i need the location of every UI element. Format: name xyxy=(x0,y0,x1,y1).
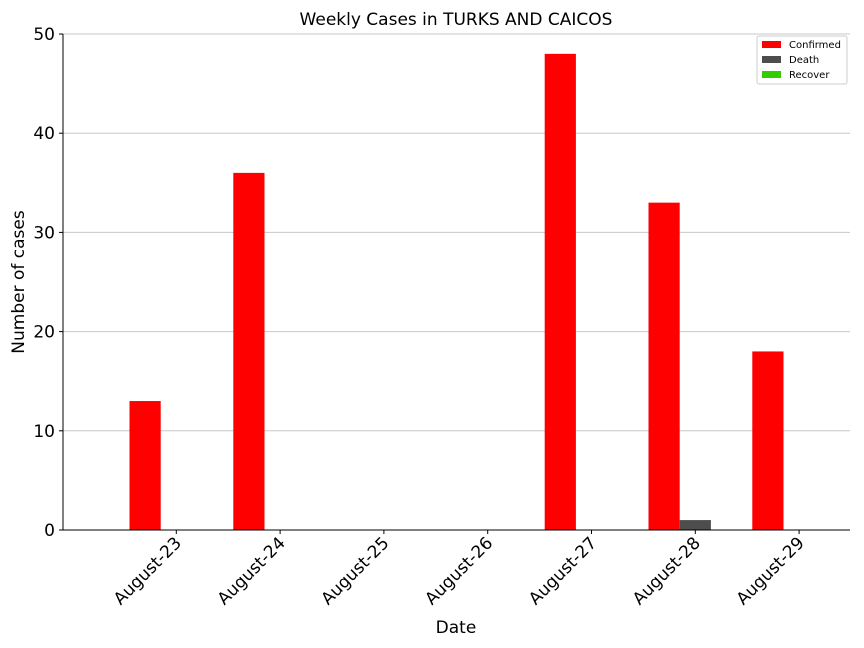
axes xyxy=(62,34,850,531)
y-tick-label: 10 xyxy=(33,422,55,442)
bar-confirmed-august-29 xyxy=(752,351,784,530)
bar-confirmed-august-27 xyxy=(544,53,576,531)
legend-label-death: Death xyxy=(789,55,819,66)
x-tick-label: August-26 xyxy=(421,533,497,609)
x-tick-label: August-25 xyxy=(318,533,394,609)
x-tick-label: August-27 xyxy=(525,533,601,609)
y-ticks: 0 10 20 30 40 50 xyxy=(33,25,63,541)
chart-title: Weekly Cases in TURKS AND CAICOS xyxy=(300,10,613,30)
y-tick-label: 50 xyxy=(33,25,55,45)
legend-swatch-confirmed xyxy=(762,41,781,48)
legend: Confirmed Death Recover xyxy=(756,35,848,85)
y-tick-label: 40 xyxy=(33,124,55,144)
x-axis-label: Date xyxy=(436,618,477,638)
y-tick-label: 30 xyxy=(33,223,55,243)
bar-confirmed-august-24 xyxy=(233,172,265,530)
legend-swatch-recover xyxy=(762,71,781,78)
x-ticks: August-23 August-24 August-25 August-26 Augu… xyxy=(110,530,809,609)
y-axis-label: Number of cases xyxy=(9,210,29,354)
bar-confirmed-august-28 xyxy=(648,202,680,530)
legend-swatch-death xyxy=(762,56,781,63)
x-tick-label: August-23 xyxy=(110,533,186,609)
x-tick-label: August-28 xyxy=(629,533,705,609)
bar-death-august-28 xyxy=(679,520,711,530)
gridlines xyxy=(63,33,850,432)
y-tick-label: 20 xyxy=(33,323,55,343)
x-tick-label: August-24 xyxy=(214,533,290,609)
x-tick-label: August-29 xyxy=(733,533,809,609)
legend-label-recover: Recover xyxy=(789,70,830,81)
legend-label-confirmed: Confirmed xyxy=(789,40,841,51)
y-tick-label: 0 xyxy=(44,521,55,541)
bar-confirmed-august-23 xyxy=(129,401,161,530)
bars xyxy=(129,53,784,531)
